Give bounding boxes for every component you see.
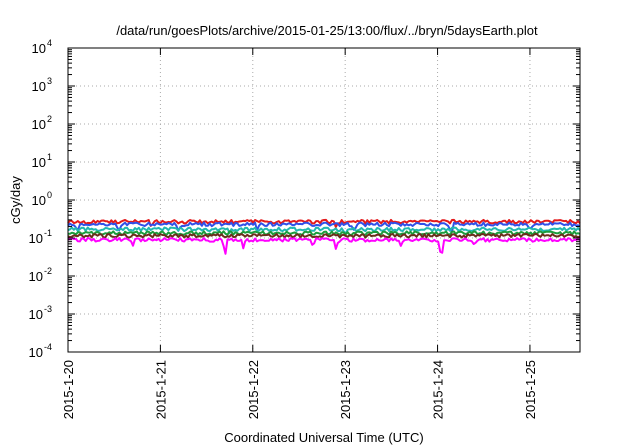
y-tick-exponent: -2 xyxy=(44,266,52,276)
y-tick-exponent: -3 xyxy=(44,304,52,314)
y-tick-exponent: 1 xyxy=(47,152,52,162)
chart-title: /data/run/goesPlots/archive/2015-01-25/1… xyxy=(116,23,538,38)
series-line xyxy=(67,218,581,228)
series-line xyxy=(67,221,581,233)
y-tick-exponent: -4 xyxy=(44,342,52,352)
y-tick-label: 10-3 xyxy=(29,304,52,322)
grid xyxy=(68,48,580,352)
x-axis: 2015-1-20 2015-1-21 2015-1-22 2015-1-23 2015… xyxy=(61,48,538,419)
x-tick-label: 2015-1-22 xyxy=(246,360,261,419)
x-axis-label: Coordinated Universal Time (UTC) xyxy=(224,430,423,445)
x-tick-label: 2015-1-24 xyxy=(431,360,446,419)
y-tick-exponent: 0 xyxy=(47,190,52,200)
x-tick-label: 2015-1-25 xyxy=(523,360,538,419)
y-tick-label: 104 xyxy=(32,38,52,56)
y-axis-label: cGy/day xyxy=(8,176,23,224)
y-tick-label: 10-2 xyxy=(29,266,52,284)
y-tick-label: 103 xyxy=(32,76,52,94)
y-tick-label: 101 xyxy=(32,152,52,170)
y-tick-label: 10-4 xyxy=(29,342,52,360)
x-tick-label: 2015-1-21 xyxy=(153,360,168,419)
x-tick-label: 2015-1-20 xyxy=(61,360,76,419)
series-line xyxy=(67,226,581,235)
x-tick-label: 2015-1-23 xyxy=(338,360,353,419)
y-tick-exponent: 4 xyxy=(47,38,52,48)
series-line xyxy=(67,237,581,255)
series-line xyxy=(67,233,581,239)
y-tick-label: 102 xyxy=(32,114,52,132)
y-tick-exponent: -1 xyxy=(44,228,52,238)
y-tick-label: 100 xyxy=(32,190,52,208)
y-tick-label: 10-1 xyxy=(29,228,52,246)
series-group xyxy=(67,218,581,255)
y-tick-exponent: 3 xyxy=(47,76,52,86)
y-tick-exponent: 2 xyxy=(47,114,52,124)
